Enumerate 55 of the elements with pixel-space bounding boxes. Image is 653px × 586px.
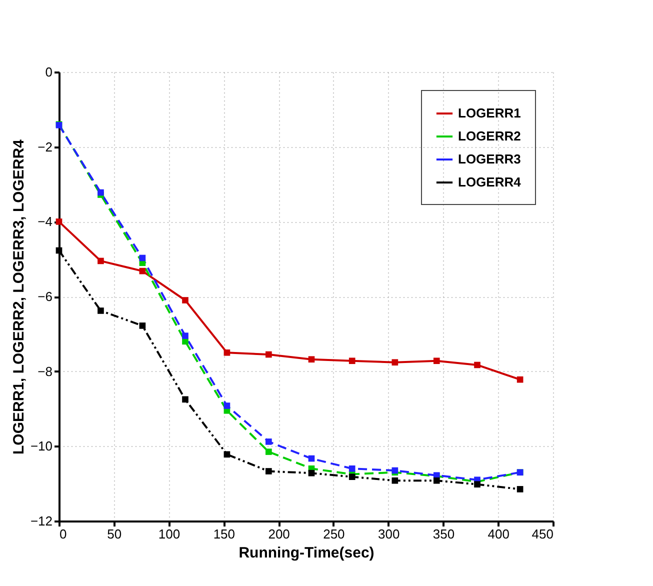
point	[433, 358, 440, 364]
point	[266, 438, 272, 445]
x-tick-label: 50	[107, 526, 122, 542]
legend-label: LOGERR2	[458, 128, 521, 144]
point	[224, 402, 230, 409]
point	[182, 396, 188, 403]
x-tick-label: 0	[60, 526, 67, 542]
point	[139, 254, 146, 262]
point	[474, 362, 480, 368]
point	[392, 477, 398, 484]
x-tick-label: 200	[268, 526, 290, 542]
point	[56, 218, 62, 225]
point	[56, 247, 62, 254]
point	[308, 470, 315, 476]
point	[308, 455, 315, 462]
point	[98, 189, 104, 196]
x-tick-label: 250	[323, 526, 345, 542]
y-tick-label: −2	[38, 139, 52, 154]
x-tick-label: 150	[213, 526, 236, 542]
point	[182, 332, 188, 339]
y-axis-title: LOGERR1, LOGERR2, LOGERR3, LOGERR4	[10, 138, 28, 455]
x-tick-label: 450	[532, 526, 554, 542]
point	[98, 258, 104, 264]
point	[266, 351, 272, 358]
point	[266, 468, 272, 474]
legend-label: LOGERR4	[458, 174, 522, 190]
point	[98, 308, 104, 314]
point	[348, 474, 356, 480]
point	[308, 356, 315, 363]
point	[348, 465, 356, 472]
point	[139, 268, 146, 274]
point	[516, 376, 524, 383]
point	[348, 358, 356, 364]
x-axis-title: Running-Time(sec)	[238, 544, 374, 562]
point	[433, 477, 440, 484]
point	[392, 359, 398, 366]
point	[182, 297, 188, 304]
x-tick-label: 300	[378, 526, 400, 542]
point	[224, 349, 230, 356]
x-tick-label: 400	[488, 526, 510, 542]
y-tick-label: −4	[38, 214, 52, 230]
y-tick-label: −8	[38, 364, 52, 379]
legend-label: LOGERR1	[458, 106, 521, 120]
point	[474, 481, 480, 488]
point	[139, 322, 146, 329]
point	[224, 451, 230, 458]
x-tick-label: 350	[432, 526, 455, 542]
y-tick-label: −10	[30, 438, 52, 454]
legend-label: LOGERR3	[458, 152, 521, 166]
y-tick-label: −12	[30, 514, 52, 528]
y-tick-label: −6	[38, 289, 52, 304]
point	[266, 448, 272, 455]
x-tick-label: 100	[158, 526, 180, 542]
point	[516, 486, 524, 492]
y-tick-label: 0	[45, 64, 52, 80]
